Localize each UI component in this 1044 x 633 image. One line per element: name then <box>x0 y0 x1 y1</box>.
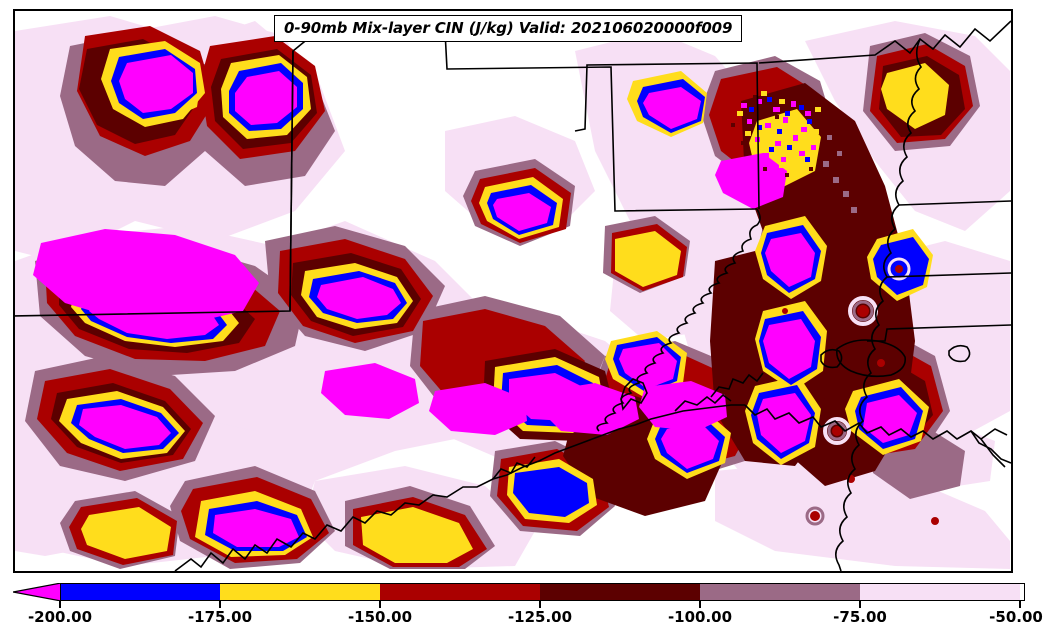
band-magenta <box>33 55 917 547</box>
colorbar-segment-blue <box>60 583 220 601</box>
plot-title: 0-90mb Mix-layer CIN (J/kg) Valid: 20210… <box>284 19 733 37</box>
plot-title-box: 0-90mb Mix-layer CIN (J/kg) Valid: 20210… <box>274 15 743 42</box>
colorbar-tick <box>59 601 61 608</box>
coastline <box>174 339 1011 571</box>
colorbar-tick-label: -75.00 <box>833 608 887 626</box>
colorbar-legend: -200.00 -175.00 -150.00 -125.00 -100.00 … <box>0 583 1044 633</box>
colorbar-tick-label: -175.00 <box>187 608 253 626</box>
colorbar-tick <box>1019 601 1021 608</box>
contour-fill-layer <box>15 11 1011 571</box>
colorbar-segment-light-pink <box>860 583 1020 601</box>
colorbar-tick-label: -150.00 <box>347 608 413 626</box>
colorbar-tick <box>859 601 861 608</box>
colorbar-segment-mauve <box>700 583 860 601</box>
colorbar-tick-label: -100.00 <box>667 608 733 626</box>
colorbar-tick <box>539 601 541 608</box>
state-boundaries <box>15 20 1011 571</box>
colorbar-tick <box>699 601 701 608</box>
colorbar-tick-label: -50.00 <box>989 608 1043 626</box>
colorbar-tick <box>379 601 381 608</box>
colorbar-tick <box>219 601 221 608</box>
colorbar-strip: -200.00 -175.00 -150.00 -125.00 -100.00 … <box>13 583 1043 626</box>
colorbar-tick-label: -125.00 <box>507 608 573 626</box>
louisiana-border <box>867 324 1011 342</box>
colorbar-segment-yellow <box>220 583 380 601</box>
colorbar-segment-firebrick <box>380 583 540 601</box>
colorbar-segment-dark-maroon <box>540 583 700 601</box>
colorbar-extend-min-arrow <box>13 583 61 601</box>
map-panel <box>13 9 1013 573</box>
cin-contour-plot <box>15 11 1011 571</box>
colorbar-tick-label: -200.00 <box>27 608 93 626</box>
speckle-zone <box>731 91 857 213</box>
